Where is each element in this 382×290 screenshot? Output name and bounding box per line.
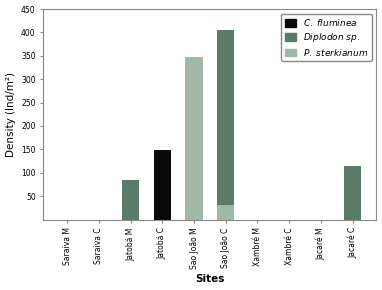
- Bar: [122, 180, 139, 220]
- Bar: [185, 57, 203, 220]
- Bar: [217, 30, 235, 220]
- Y-axis label: Density (Ind/m²): Density (Ind/m²): [6, 72, 16, 157]
- Bar: [217, 206, 235, 220]
- Legend: $\it{C.\ fluminea}$, $\it{Diplodon\ sp.}$, $\it{P.\ sterkianum}$: $\it{C.\ fluminea}$, $\it{Diplodon\ sp.}…: [282, 14, 372, 61]
- X-axis label: Sites: Sites: [195, 274, 225, 284]
- Bar: [344, 166, 361, 220]
- Bar: [154, 150, 171, 220]
